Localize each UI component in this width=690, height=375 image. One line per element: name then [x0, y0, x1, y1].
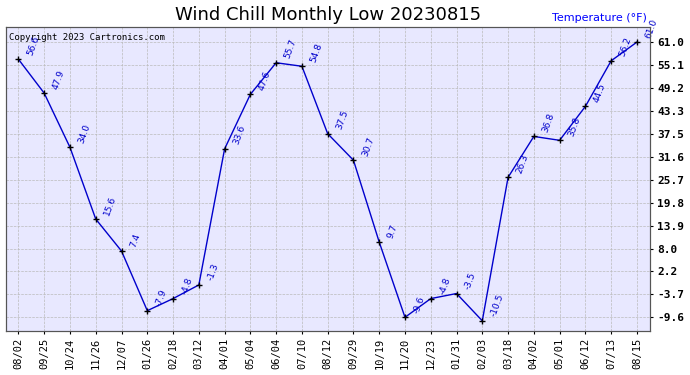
Text: 61.0: 61.0	[644, 17, 659, 39]
Text: -9.6: -9.6	[412, 295, 426, 315]
Text: 54.8: 54.8	[309, 42, 324, 63]
Text: 26.3: 26.3	[515, 153, 531, 175]
Text: 47.9: 47.9	[51, 69, 66, 90]
Text: -1.3: -1.3	[206, 262, 220, 282]
Text: 44.5: 44.5	[592, 82, 608, 104]
Text: 56.6: 56.6	[26, 34, 41, 57]
Text: 30.7: 30.7	[360, 135, 376, 158]
Text: Copyright 2023 Cartronics.com: Copyright 2023 Cartronics.com	[9, 33, 165, 42]
Text: -10.5: -10.5	[489, 293, 506, 318]
Text: 56.2: 56.2	[618, 36, 633, 58]
Text: 55.7: 55.7	[283, 38, 299, 60]
Text: 37.5: 37.5	[335, 109, 350, 131]
Text: 47.6: 47.6	[257, 70, 273, 92]
Text: 15.6: 15.6	[103, 194, 118, 216]
Text: -7.9: -7.9	[155, 288, 169, 308]
Text: -3.5: -3.5	[464, 271, 478, 291]
Text: 36.8: 36.8	[541, 112, 556, 134]
Text: 7.4: 7.4	[128, 232, 142, 248]
Text: 9.7: 9.7	[386, 223, 400, 239]
Text: -4.8: -4.8	[180, 276, 195, 296]
Text: 33.6: 33.6	[232, 124, 247, 146]
Text: 34.0: 34.0	[77, 123, 92, 145]
Text: 35.8: 35.8	[566, 116, 582, 138]
Title: Wind Chill Monthly Low 20230815: Wind Chill Monthly Low 20230815	[175, 6, 481, 24]
Text: Temperature (°F): Temperature (°F)	[552, 13, 647, 24]
Text: -4.8: -4.8	[437, 276, 452, 296]
